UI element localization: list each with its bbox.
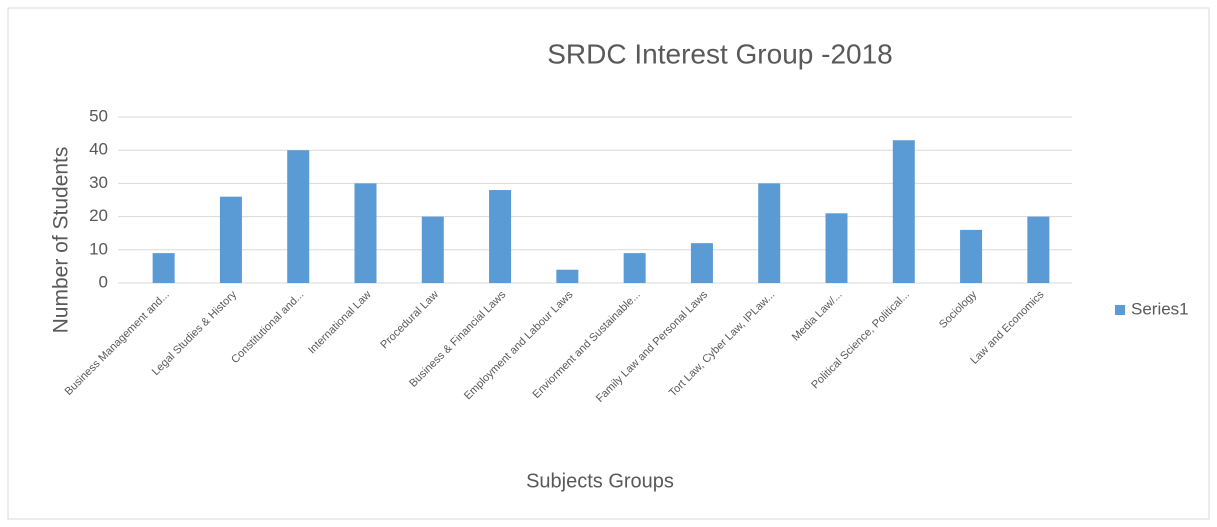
legend-label: Series1 <box>1131 299 1189 318</box>
bar <box>1027 216 1050 283</box>
bar <box>287 150 310 283</box>
y-tick-label: 10 <box>89 239 108 258</box>
bar <box>152 253 175 283</box>
bar <box>354 183 377 283</box>
chart-border <box>7 7 1210 520</box>
y-axis-title: Number of Students <box>50 147 73 334</box>
chart-title: SRDC Interest Group -2018 <box>547 38 893 69</box>
y-tick-label: 30 <box>89 173 108 192</box>
bar <box>489 190 512 283</box>
legend-swatch <box>1115 305 1125 315</box>
bar <box>825 213 848 283</box>
y-tick-label: 40 <box>89 140 108 159</box>
y-tick-label: 50 <box>89 106 108 125</box>
y-tick-label: 20 <box>89 206 108 225</box>
bar <box>556 269 579 283</box>
bar <box>421 216 444 283</box>
bar <box>690 243 713 283</box>
bar <box>623 253 646 283</box>
bar <box>960 229 983 283</box>
bar <box>219 196 242 283</box>
bar <box>758 183 781 283</box>
bar <box>892 140 915 283</box>
x-axis-title: Subjects Groups <box>526 470 674 492</box>
y-tick-label: 0 <box>99 272 108 291</box>
